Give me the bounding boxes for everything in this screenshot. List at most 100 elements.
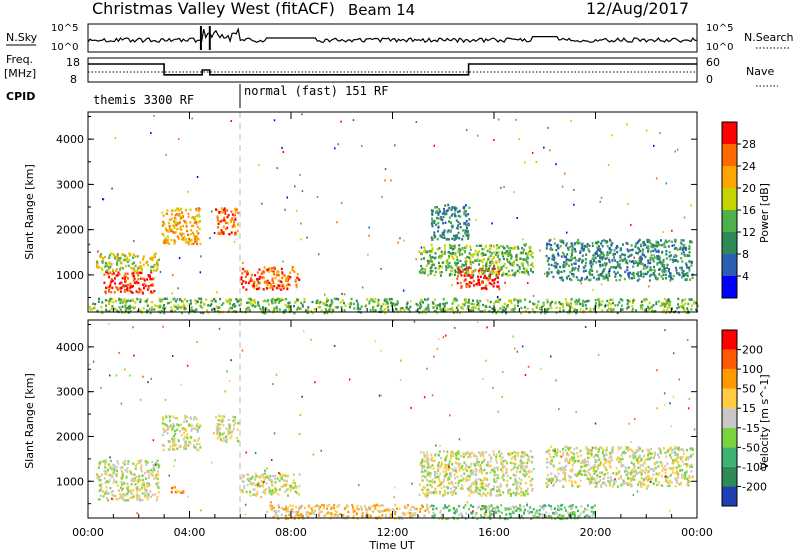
power-cell (443, 210, 446, 213)
velocity-cell (280, 506, 283, 510)
velocity-cell (483, 478, 486, 481)
power-cell (429, 256, 432, 259)
power-noise (199, 271, 202, 274)
power-cell (222, 232, 225, 235)
velocity-cell (627, 472, 630, 475)
velocity-cell (155, 476, 158, 479)
power-cell (631, 272, 634, 276)
power-noise (522, 238, 524, 241)
power-cell (608, 260, 611, 264)
power-cell (455, 207, 458, 210)
velocity-cell (434, 489, 437, 492)
power-cell (638, 250, 641, 253)
velocity-cell (511, 452, 514, 455)
power-cell (565, 301, 568, 304)
velocity-cell (267, 476, 270, 479)
velocity-cell (157, 473, 160, 476)
power-cell (451, 252, 454, 255)
power-cell (390, 297, 393, 301)
power-cell (460, 286, 463, 289)
power-cell (644, 243, 647, 246)
power-cell (460, 265, 463, 269)
power-cell (465, 231, 468, 234)
power-cell (685, 278, 687, 282)
power-cell (601, 258, 604, 261)
velocity-cell (559, 467, 562, 470)
power-cell (272, 270, 275, 273)
power-cell (575, 259, 578, 262)
power-cell (160, 309, 163, 313)
power-cell (178, 221, 181, 224)
power-cell (524, 298, 527, 301)
power-cell (431, 264, 434, 267)
velocity-cell (219, 419, 222, 423)
velocity-cell (426, 494, 429, 497)
power-cell (251, 285, 254, 288)
power-cell (96, 262, 99, 266)
power-cell (520, 257, 523, 260)
power-cell (591, 257, 594, 260)
power-cell (307, 309, 309, 312)
power-cell (110, 291, 113, 294)
power-cell (555, 249, 558, 252)
power-cell (280, 288, 283, 291)
freq-trace (88, 63, 697, 76)
velocity-cell (629, 471, 632, 475)
velocity-cell (423, 459, 426, 462)
velocity-cell (121, 476, 123, 480)
velocity-cell (124, 459, 127, 463)
power-cell (245, 288, 248, 291)
colorbar-segment (722, 122, 737, 144)
power-cell (276, 270, 279, 273)
velocity-cell (457, 465, 460, 468)
power-cell (288, 305, 291, 308)
velocity-cell (633, 466, 636, 470)
velocity-cell (639, 464, 642, 467)
power-cell (681, 299, 684, 302)
power-cell (472, 299, 474, 302)
velocity-cell (630, 484, 633, 488)
power-cell (520, 251, 523, 254)
velocity-cell (514, 477, 516, 480)
velocity-cell (147, 474, 150, 477)
power-cell (609, 266, 612, 269)
power-cell (681, 260, 684, 263)
power-cell (214, 300, 217, 303)
power-cell (604, 277, 607, 280)
velocity-cell (522, 493, 525, 496)
cpid-label: CPID (6, 90, 35, 103)
power-cell (190, 309, 193, 312)
power-cell (440, 271, 443, 274)
velocity-cell (435, 476, 438, 479)
velocity-cell (603, 481, 606, 484)
power-cell (682, 251, 685, 254)
velocity-cell (271, 484, 274, 487)
velocity-cell (129, 491, 132, 494)
velocity-cell (617, 471, 620, 474)
velocity-cell (528, 475, 531, 479)
power-cell (660, 244, 663, 247)
power-cell (668, 239, 671, 243)
velocity-cell (590, 481, 593, 484)
power-cell (286, 277, 288, 280)
velocity-cell (475, 483, 478, 486)
velocity-cell (451, 463, 454, 466)
power-cell (128, 254, 131, 257)
velocity-cell (475, 481, 478, 484)
velocity-cell (647, 471, 649, 474)
velocity-cell (426, 454, 429, 457)
power-cell (619, 274, 621, 277)
power-cell (247, 281, 250, 285)
velocity-cell (496, 466, 499, 469)
power-cell (448, 206, 451, 210)
power-cell (128, 258, 131, 262)
power-cell (220, 229, 223, 232)
velocity-cell (236, 436, 239, 440)
velocity-cell (479, 452, 482, 455)
velocity-cell (506, 474, 509, 478)
power-cell (234, 217, 237, 220)
power-cell (144, 284, 147, 288)
velocity-cell (584, 458, 586, 461)
velocity-cell (482, 459, 485, 463)
power-cell (609, 303, 612, 306)
